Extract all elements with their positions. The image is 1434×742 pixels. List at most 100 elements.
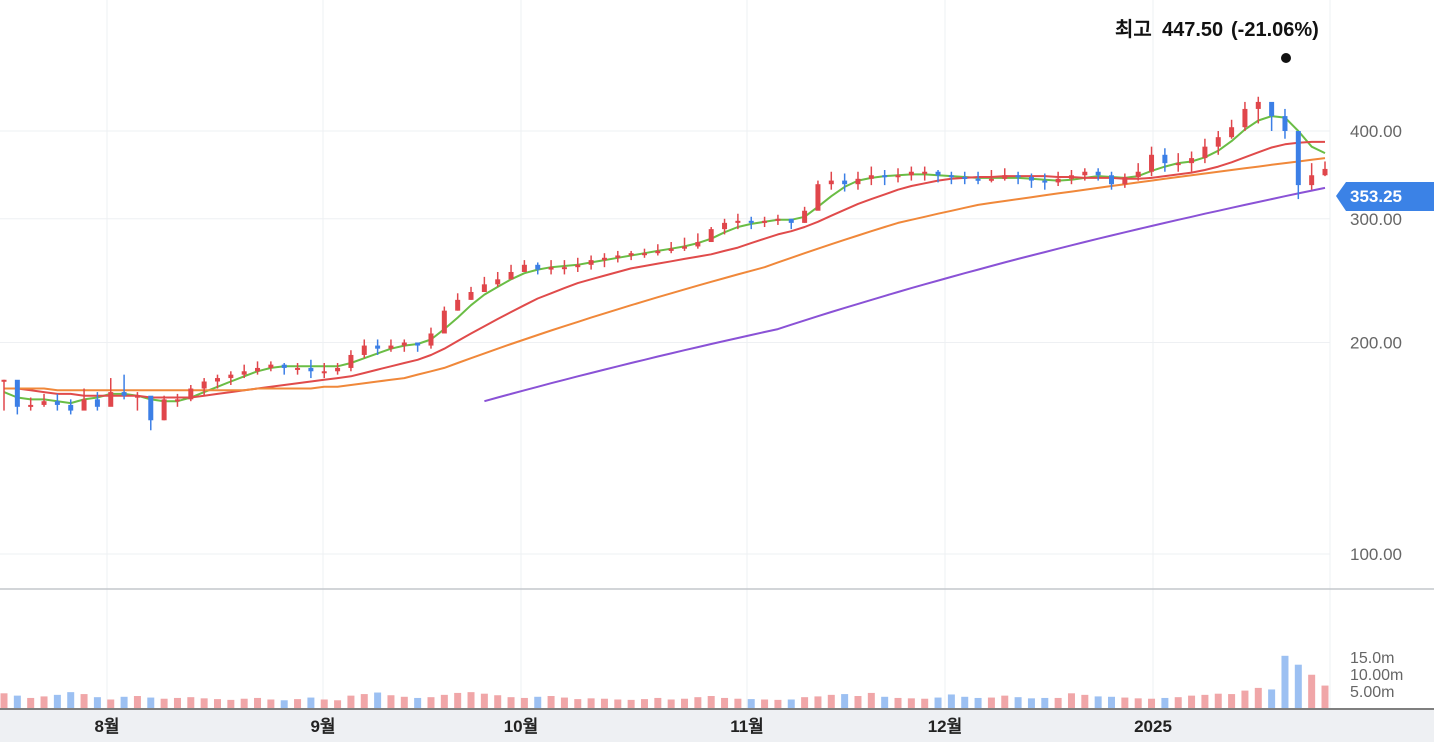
volume-bar bbox=[334, 700, 342, 708]
volume-bar bbox=[681, 698, 689, 708]
volume-bar bbox=[814, 696, 822, 708]
candle-body bbox=[868, 175, 874, 179]
candle-body bbox=[134, 395, 140, 398]
candle-body bbox=[922, 171, 928, 174]
volume-bar bbox=[213, 699, 221, 708]
candle-body bbox=[161, 399, 167, 421]
volume-bar bbox=[414, 697, 422, 708]
candle-body bbox=[1015, 175, 1021, 178]
candle-body bbox=[1202, 146, 1208, 159]
candle-body bbox=[735, 220, 741, 223]
candle-body bbox=[121, 392, 127, 396]
volume-bar bbox=[1214, 693, 1222, 708]
candle-body bbox=[615, 255, 621, 258]
candle-body bbox=[535, 264, 541, 270]
high-annotation-change: (-21.06%) bbox=[1231, 19, 1319, 41]
candle-body bbox=[388, 345, 394, 349]
volume-bar bbox=[787, 699, 795, 708]
candle-body bbox=[428, 333, 434, 346]
candle-body bbox=[1175, 163, 1181, 166]
candle-body bbox=[495, 279, 501, 285]
volume-bar bbox=[507, 697, 515, 708]
volume-bar bbox=[40, 696, 48, 708]
volume-bar bbox=[320, 699, 328, 708]
volume-bar bbox=[1041, 697, 1049, 708]
candle-body bbox=[1, 379, 7, 382]
volume-bar bbox=[1294, 664, 1302, 708]
volume-bar bbox=[1081, 694, 1089, 708]
volume-bar bbox=[1228, 694, 1236, 708]
volume-bar bbox=[13, 695, 21, 708]
volume-bar bbox=[53, 694, 61, 708]
volume-bar bbox=[534, 696, 542, 708]
candle-body bbox=[521, 264, 527, 272]
volume-bar bbox=[827, 694, 835, 708]
x-tick-label: 8월 bbox=[94, 717, 119, 736]
volume-bar bbox=[440, 694, 448, 708]
volume-bar bbox=[280, 700, 288, 708]
candle-body bbox=[1269, 101, 1275, 117]
volume-bar bbox=[1241, 690, 1249, 708]
volume-bar bbox=[921, 698, 929, 708]
candle-body bbox=[1109, 175, 1115, 185]
current-price-tag: 353.25 bbox=[1336, 182, 1434, 211]
volume-bar bbox=[1148, 698, 1156, 708]
candle-body bbox=[722, 222, 728, 230]
volume-bar bbox=[1281, 655, 1289, 708]
volume-bar bbox=[360, 694, 368, 708]
candle-body bbox=[908, 171, 914, 176]
candle-body bbox=[214, 378, 220, 382]
volume-bar bbox=[254, 697, 262, 708]
candle-body bbox=[1055, 178, 1061, 183]
volume-bar bbox=[120, 696, 128, 708]
candle-body bbox=[481, 284, 487, 292]
candle-body bbox=[1162, 154, 1168, 164]
x-tick-label: 2025 bbox=[1134, 717, 1172, 736]
candle-body bbox=[601, 257, 607, 261]
candle-body bbox=[401, 342, 407, 346]
volume-bar bbox=[27, 697, 35, 708]
volume-bar bbox=[721, 697, 729, 708]
candle-body bbox=[855, 178, 861, 185]
candle-body bbox=[575, 264, 581, 268]
candle-body bbox=[802, 210, 808, 223]
current-price-value: 353.25 bbox=[1350, 187, 1402, 206]
candle-body bbox=[108, 392, 114, 407]
volume-bar bbox=[707, 696, 715, 708]
volume-bar bbox=[894, 697, 902, 708]
candle-body bbox=[962, 177, 968, 180]
volume-bar bbox=[1014, 697, 1022, 708]
volume-bar bbox=[654, 697, 662, 708]
volume-bar bbox=[560, 697, 568, 708]
candle-body bbox=[508, 271, 514, 280]
volume-bar bbox=[747, 699, 755, 708]
volume-bar bbox=[1027, 698, 1035, 708]
candle-body bbox=[548, 267, 554, 270]
candle-body bbox=[935, 171, 941, 176]
candle-body bbox=[41, 401, 47, 405]
current-price-tag-shape bbox=[1336, 182, 1434, 211]
volume-bar bbox=[961, 696, 969, 708]
candle-body bbox=[54, 401, 60, 405]
volume-bar bbox=[1054, 697, 1062, 708]
candle-body bbox=[94, 399, 100, 407]
high-annotation: 최고 447.50 (-21.06%) bbox=[1115, 18, 1319, 63]
price-tick-label: 400.00 bbox=[1350, 122, 1402, 141]
price-tick-label: 200.00 bbox=[1350, 334, 1402, 353]
volume-bar bbox=[307, 697, 315, 708]
candle-body bbox=[988, 178, 994, 181]
candle-body bbox=[828, 180, 834, 185]
candle-body bbox=[68, 404, 74, 411]
volume-bar bbox=[761, 699, 769, 708]
volume-bar bbox=[1121, 697, 1129, 708]
volume-bar bbox=[227, 699, 235, 708]
candle-body bbox=[975, 178, 981, 181]
volume-bar bbox=[467, 692, 475, 708]
candle-body bbox=[1242, 108, 1248, 128]
candle-body bbox=[455, 299, 461, 311]
price-tick-label: 100.00 bbox=[1350, 545, 1402, 564]
volume-bars bbox=[0, 655, 1329, 708]
volume-bar bbox=[1308, 674, 1316, 708]
volume-bar bbox=[1001, 695, 1009, 708]
